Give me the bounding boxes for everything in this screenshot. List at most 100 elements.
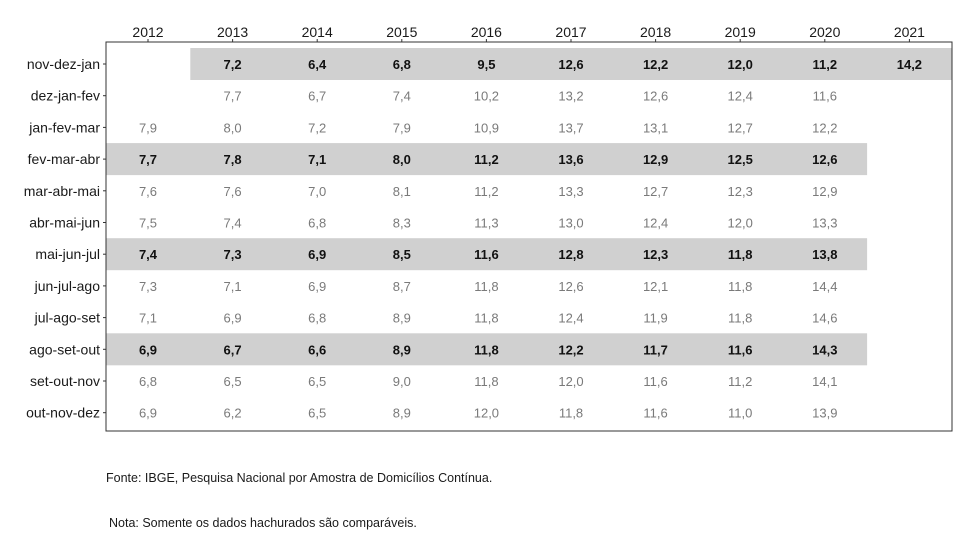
table-cell: 11,7 [643, 342, 668, 357]
table-cell: 6,9 [139, 342, 157, 357]
row-label: mar-abr-mai [24, 183, 100, 199]
table-cell: 7,2 [224, 57, 242, 72]
table-cell: 11,6 [728, 342, 753, 357]
table-cell: 8,5 [393, 247, 411, 262]
table-cell: 7,4 [393, 89, 411, 104]
table-cell: 6,5 [308, 406, 326, 421]
table-cell: 7,6 [224, 184, 242, 199]
table-cell: 11,8 [728, 247, 753, 262]
table-cell: 14,6 [812, 311, 837, 326]
year-label: 2016 [471, 24, 502, 40]
table-cell: 13,6 [558, 152, 583, 167]
table-cell: 12,6 [558, 279, 583, 294]
shaded-band-mai-jun-jul [106, 238, 868, 271]
row-label: jun-jul-ago [34, 278, 101, 294]
table-cell: 6,8 [308, 216, 326, 231]
table-cell: 6,9 [139, 406, 157, 421]
table-cell: 11,2 [813, 57, 838, 72]
table-cell: 8,9 [393, 342, 411, 357]
table-cell: 7,9 [139, 120, 157, 135]
table-cell: 6,6 [308, 342, 326, 357]
table-cell: 12,2 [643, 57, 668, 72]
table-cell: 7,4 [224, 216, 242, 231]
year-label: 2019 [725, 24, 756, 40]
table-cell: 7,1 [224, 279, 242, 294]
table-cell: 10,9 [474, 120, 499, 135]
year-label: 2021 [894, 24, 925, 40]
table-cell: 7,8 [224, 152, 242, 167]
table-cell: 11,8 [474, 279, 498, 294]
table-cell: 14,1 [812, 374, 837, 389]
year-label: 2020 [809, 24, 840, 40]
table-cell: 6,8 [139, 374, 157, 389]
table-cell: 9,0 [393, 374, 411, 389]
table-cell: 14,2 [897, 57, 922, 72]
table-cell: 10,2 [474, 89, 499, 104]
table-cell: 7,7 [139, 152, 157, 167]
table-cell: 11,6 [643, 374, 667, 389]
table-cell: 12,3 [643, 247, 668, 262]
table-cell: 11,0 [728, 406, 752, 421]
table-cell: 13,9 [812, 406, 837, 421]
table-cell: 12,9 [643, 152, 668, 167]
table-cell: 7,0 [308, 184, 326, 199]
year-label: 2015 [386, 24, 417, 40]
table-cell: 6,9 [224, 311, 242, 326]
year-label: 2017 [555, 24, 586, 40]
row-label: set-out-nov [30, 373, 100, 389]
table-cell: 11,6 [474, 247, 499, 262]
table-cell: 11,8 [728, 311, 752, 326]
table-cell: 7,7 [224, 89, 242, 104]
table-cell: 12,5 [728, 152, 753, 167]
table-cell: 6,8 [308, 311, 326, 326]
table-cell: 12,7 [728, 120, 753, 135]
table-cell: 11,8 [728, 279, 752, 294]
table-cell: 12,0 [728, 216, 753, 231]
year-label: 2014 [302, 24, 333, 40]
table-cell: 12,6 [643, 89, 668, 104]
table-cell: 12,0 [474, 406, 499, 421]
shaded-band-nov-dez-jan [190, 48, 953, 80]
table-cell: 12,6 [558, 57, 583, 72]
row-label: out-nov-dez [26, 405, 100, 421]
table-cell: 11,8 [474, 311, 498, 326]
comparability-note: Nota: Somente os dados hachurados são co… [109, 516, 417, 530]
unemployment-table: 2012 2013 2014 2015 2016 2017 2018 2019 2020 2021… [24, 24, 953, 432]
table-cell: 7,6 [139, 184, 157, 199]
table-cell: 6,5 [224, 374, 242, 389]
table-cell: 12,8 [558, 247, 583, 262]
table-cell: 8,9 [393, 311, 411, 326]
table-cell: 11,6 [813, 89, 837, 104]
footer: Fonte: IBGE, Pesquisa Nacional por Amost… [106, 441, 492, 546]
table-cell: 11,8 [474, 374, 498, 389]
table-cell: 13,3 [558, 184, 583, 199]
shaded-band-ago-set-out [106, 333, 868, 366]
table-cell: 11,2 [474, 152, 499, 167]
table-cell: 6,9 [308, 279, 326, 294]
source-note: Fonte: IBGE, Pesquisa Nacional por Amost… [106, 471, 493, 485]
table-cell: 12,2 [812, 120, 837, 135]
table-cell: 7,2 [308, 120, 326, 135]
table-cell: 6,7 [224, 342, 242, 357]
table-cell: 6,8 [393, 57, 411, 72]
table-cell: 7,3 [224, 247, 242, 262]
shaded-band-fev-mar-abr [106, 143, 868, 176]
year-label: 2013 [217, 24, 248, 40]
table-cell: 13,2 [558, 89, 583, 104]
table-cell: 8,9 [393, 406, 411, 421]
table-cell: 11,8 [559, 406, 583, 421]
year-label: 2012 [132, 24, 163, 40]
table-cell: 11,2 [474, 184, 498, 199]
table-cell: 11,2 [728, 374, 752, 389]
table-cell: 9,5 [477, 57, 495, 72]
year-label: 2018 [640, 24, 671, 40]
table-cell: 13,8 [812, 247, 837, 262]
table-cell: 6,5 [308, 374, 326, 389]
row-label: nov-dez-jan [27, 56, 100, 72]
table-cell: 8,7 [393, 279, 411, 294]
table-cell: 13,7 [558, 120, 583, 135]
table-cell: 12,4 [558, 311, 583, 326]
table-cell: 14,4 [812, 279, 837, 294]
table-cell: 13,1 [643, 120, 668, 135]
row-label: mai-jun-jul [35, 246, 100, 262]
